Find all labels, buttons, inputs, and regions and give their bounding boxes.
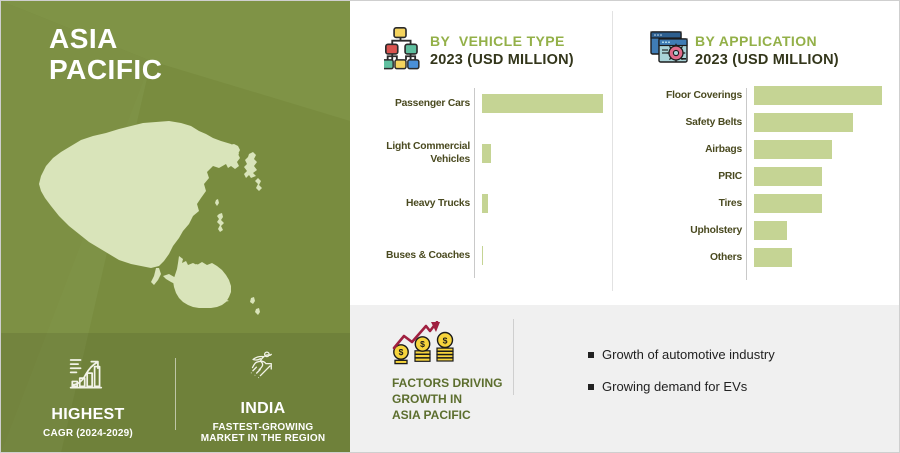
svg-text:$: $ (399, 347, 404, 357)
svg-text:$: $ (420, 339, 425, 349)
svg-text:$: $ (443, 335, 448, 345)
